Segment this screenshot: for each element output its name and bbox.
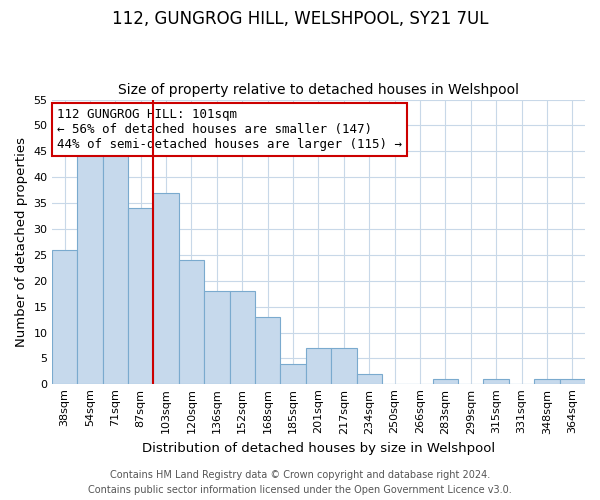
Bar [52, 250, 77, 384]
Text: 112 GUNGROG HILL: 101sqm
← 56% of detached houses are smaller (147)
44% of semi-: 112 GUNGROG HILL: 101sqm ← 56% of detach… [57, 108, 402, 151]
Bar [77, 146, 103, 384]
Bar [255, 317, 280, 384]
Bar [356, 374, 382, 384]
Title: Size of property relative to detached houses in Welshpool: Size of property relative to detached ho… [118, 83, 519, 97]
Bar [534, 379, 560, 384]
Bar [560, 379, 585, 384]
Bar [306, 348, 331, 385]
Y-axis label: Number of detached properties: Number of detached properties [15, 137, 28, 347]
Text: 112, GUNGROG HILL, WELSHPOOL, SY21 7UL: 112, GUNGROG HILL, WELSHPOOL, SY21 7UL [112, 10, 488, 28]
Bar [179, 260, 204, 384]
X-axis label: Distribution of detached houses by size in Welshpool: Distribution of detached houses by size … [142, 442, 495, 455]
Bar [484, 379, 509, 384]
Bar [280, 364, 306, 384]
Bar [433, 379, 458, 384]
Bar [128, 208, 154, 384]
Bar [154, 193, 179, 384]
Bar [204, 291, 230, 384]
Bar [230, 291, 255, 384]
Bar [331, 348, 356, 385]
Text: Contains HM Land Registry data © Crown copyright and database right 2024.
Contai: Contains HM Land Registry data © Crown c… [88, 470, 512, 495]
Bar [103, 146, 128, 384]
